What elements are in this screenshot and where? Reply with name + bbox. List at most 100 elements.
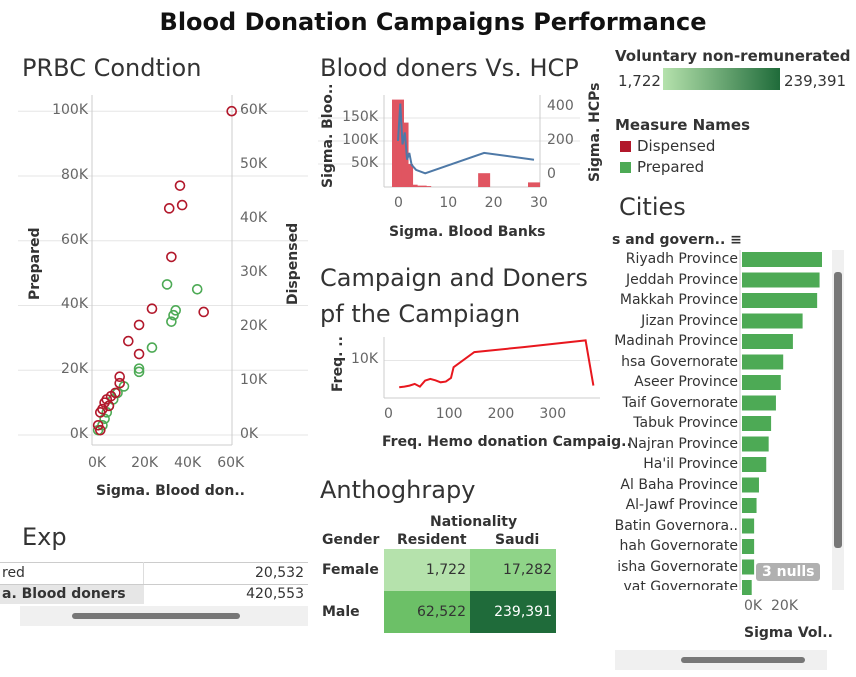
- scatter-point-dispensed[interactable]: [92, 419, 104, 431]
- hcp-bar[interactable]: [478, 173, 491, 187]
- exp-title: Exp: [22, 523, 67, 551]
- prbc-x-tick: 60K: [217, 455, 245, 471]
- cities-column-header[interactable]: s and govern.. ≡: [612, 232, 742, 248]
- exp-scrollbar-thumb[interactable]: [72, 613, 240, 619]
- exp-divider: [0, 584, 308, 585]
- cities-h-scrollbar-thumb[interactable]: [681, 657, 805, 663]
- scatter-point-prepared[interactable]: [168, 309, 179, 321]
- scatter-point-dispensed[interactable]: [198, 306, 209, 318]
- cities-title: Cities: [619, 193, 686, 221]
- anthro-cell-female-resident[interactable]: 1,722: [384, 549, 470, 591]
- city-bar[interactable]: [742, 518, 755, 534]
- hcp-bar[interactable]: [401, 164, 414, 187]
- anthro-row-male: Male: [322, 604, 360, 620]
- city-bar[interactable]: [742, 436, 769, 452]
- scatter-point-prepared[interactable]: [146, 342, 158, 353]
- anthro-col-saudi: Saudi: [495, 532, 540, 548]
- prbc-y-tick-left: 20K: [61, 361, 88, 378]
- city-bar[interactable]: [742, 457, 767, 472]
- scatter-point-prepared[interactable]: [166, 316, 177, 327]
- city-label: Tabuk Province: [633, 415, 738, 431]
- scatter-point-dispensed[interactable]: [174, 180, 186, 191]
- prbc-y-tick-right: 10K: [240, 372, 267, 389]
- sort-icon[interactable]: ≡: [730, 232, 742, 248]
- city-bar[interactable]: [742, 375, 781, 390]
- scatter-point-prepared[interactable]: [161, 279, 173, 290]
- exp-divider: [0, 562, 308, 563]
- city-bar[interactable]: [742, 416, 772, 431]
- anthro-title: Anthoghrapy: [320, 476, 476, 504]
- scatter-point-dispensed[interactable]: [166, 251, 177, 263]
- scatter-point-dispensed[interactable]: [103, 400, 115, 412]
- city-bar[interactable]: [742, 313, 803, 329]
- scatter-point-dispensed[interactable]: [123, 335, 134, 347]
- campaign-title-line2: pf the Campiagn: [320, 300, 521, 328]
- color-legend-min: 1,722: [618, 72, 661, 90]
- anthro-cell-male-resident[interactable]: 62,522: [384, 591, 470, 633]
- scatter-point-dispensed[interactable]: [133, 348, 145, 360]
- hcp-bar[interactable]: [528, 182, 540, 187]
- scatter-point-dispensed[interactable]: [114, 377, 125, 389]
- scatter-point-dispensed[interactable]: [226, 105, 237, 117]
- anthro-cell-value: 239,391: [494, 604, 552, 620]
- scatter-point-dispensed[interactable]: [95, 424, 106, 436]
- cities-v-scrollbar[interactable]: [832, 250, 844, 590]
- anthro-cell-male-saudi[interactable]: 239,391: [470, 591, 556, 633]
- city-bar[interactable]: [742, 539, 755, 554]
- hcp-x-tick: 10: [439, 195, 458, 211]
- scatter-point-dispensed[interactable]: [133, 319, 145, 331]
- exp-col-divider: [143, 562, 144, 604]
- city-bar[interactable]: [742, 395, 776, 411]
- null-badge[interactable]: 3 nulls: [756, 563, 821, 581]
- scatter-point-prepared[interactable]: [170, 305, 181, 316]
- city-bar[interactable]: [742, 272, 820, 288]
- hcp-y-tick-left: 150K: [342, 109, 378, 125]
- city-bar[interactable]: [742, 580, 752, 595]
- legend-item-dispensed[interactable]: Dispensed: [620, 137, 715, 155]
- anthro-cell-female-saudi[interactable]: 17,282: [470, 549, 556, 591]
- scatter-point-dispensed[interactable]: [146, 303, 158, 315]
- legend-item-prepared[interactable]: Prepared: [620, 158, 704, 176]
- city-bar[interactable]: [742, 354, 784, 370]
- color-legend-max: 239,391: [784, 72, 847, 90]
- scatter-point-dispensed[interactable]: [114, 371, 125, 383]
- scatter-point-prepared[interactable]: [133, 363, 145, 374]
- exp-scrollbar[interactable]: [20, 606, 308, 626]
- scatter-point-dispensed[interactable]: [176, 199, 188, 211]
- city-bar[interactable]: [742, 559, 755, 575]
- cities-x-tick: 20K: [771, 598, 798, 614]
- hcp-bar[interactable]: [419, 186, 432, 187]
- prbc-y-tick-left: 0K: [69, 426, 88, 442]
- hcp-title: Blood doners Vs. HCP: [320, 54, 579, 82]
- anthro-row-header: Gender: [322, 532, 380, 548]
- city-bar[interactable]: [742, 252, 822, 267]
- city-label: Aseer Province: [634, 374, 738, 390]
- scatter-point-prepared[interactable]: [191, 283, 203, 295]
- prbc-title: PRBC Condtion: [22, 54, 202, 82]
- city-bar[interactable]: [742, 293, 818, 308]
- city-label: Madinah Province: [614, 333, 738, 349]
- hcp-x-tick: 20: [484, 195, 503, 211]
- scatter-point-prepared[interactable]: [133, 366, 145, 378]
- prbc-y-tick-right: 50K: [240, 156, 267, 173]
- city-bar[interactable]: [742, 334, 793, 349]
- city-label: isha Governorate: [617, 558, 738, 575]
- prbc-y-tick-right: 0K: [240, 426, 259, 442]
- legend-swatch: [620, 140, 631, 152]
- exp-row-value: 420,553: [246, 586, 304, 602]
- cities-v-scrollbar-thumb[interactable]: [834, 272, 842, 548]
- legend-swatch: [620, 161, 631, 173]
- city-bar[interactable]: [742, 498, 757, 513]
- cities-h-scrollbar[interactable]: [615, 650, 827, 670]
- campaign-x-tick: 300: [539, 406, 567, 422]
- hcp-bar[interactable]: [405, 184, 418, 187]
- campaign-x-tick: 100: [435, 406, 463, 422]
- exp-row-label: a. Blood doners: [2, 586, 126, 602]
- city-bar[interactable]: [742, 477, 759, 493]
- scatter-point-dispensed[interactable]: [163, 203, 175, 214]
- scatter-point-dispensed[interactable]: [95, 407, 106, 418]
